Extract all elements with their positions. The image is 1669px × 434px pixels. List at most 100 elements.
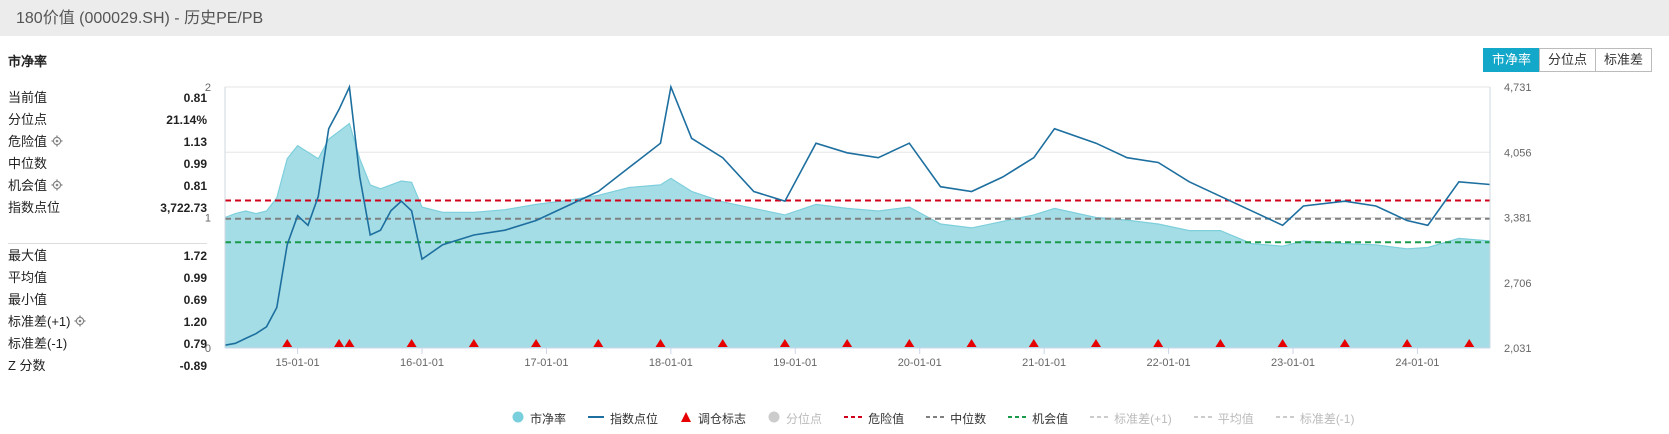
stats-panel-bottom: 最大值 1.72 平均值 0.99 最小值 0.69 标准差(+1) 1.20 标准差(-1) 0… [8, 245, 207, 377]
stat-label-text: 分位点 [8, 112, 48, 127]
legend-item[interactable]: 调仓标志 [680, 410, 746, 427]
x-tick-label: 23-01-01 [1271, 357, 1315, 369]
legend-label: 机会值 [1032, 412, 1069, 426]
legend-dash-icon [1008, 411, 1027, 426]
stat-label-text: 当前值 [8, 90, 48, 105]
legend-item[interactable]: 指数点位 [588, 410, 658, 427]
rebalance-marker [334, 339, 345, 347]
rebalance-marker [1153, 339, 1164, 347]
stat-row: Z 分数 -0.89 [8, 355, 207, 377]
legend-dash-icon [1090, 411, 1109, 426]
stat-value: 0.79 [183, 337, 207, 351]
rebalance-marker [593, 339, 604, 347]
settings-gear-icon[interactable] [74, 312, 86, 327]
stat-value: 1.20 [183, 315, 207, 329]
stat-label-text: 最小值 [8, 292, 48, 307]
rebalance-marker [344, 339, 355, 347]
x-tick-label: 21-01-01 [1022, 357, 1066, 369]
title-bar: 180价值 (000029.SH) - 历史PE/PB [0, 0, 1669, 36]
stat-label: 标准差(-1) [8, 333, 67, 355]
legend-item[interactable]: 机会值 [1008, 410, 1068, 427]
stat-label-text: 平均值 [8, 270, 48, 285]
legend-item[interactable]: 危险值 [844, 410, 904, 427]
rebalance-marker [655, 339, 666, 347]
stat-row: 标准差(-1) 0.79 [8, 333, 207, 355]
view-button-pb[interactable]: 市净率 [1483, 48, 1541, 72]
legend-label: 分位点 [786, 412, 823, 426]
rebalance-marker [1215, 339, 1226, 347]
stat-label: 最小值 [8, 289, 47, 311]
legend-item[interactable]: 中位数 [926, 410, 986, 427]
y-left-tick-label: 0 [205, 343, 211, 355]
legend-triangle-icon [680, 411, 692, 426]
rebalance-marker [904, 339, 915, 347]
x-tick-label: 17-01-01 [524, 357, 568, 369]
y-left-tick-label: 1 [205, 213, 211, 225]
stat-row: 指数点位 3,722.73 [8, 197, 207, 219]
stat-label: 最大值 [8, 245, 47, 267]
legend-dot-icon [768, 411, 780, 426]
stat-value: 3,722.73 [160, 201, 207, 215]
stat-label: 分位点 [8, 109, 47, 131]
stat-value: -0.89 [179, 359, 207, 373]
stat-value: 0.99 [183, 157, 207, 171]
stat-label-text: 标准差(+1) [8, 314, 71, 329]
stat-row: 最小值 0.69 [8, 289, 207, 311]
rebalance-marker [1090, 339, 1101, 347]
y-right-tick-label: 4,731 [1504, 82, 1532, 94]
legend-label: 指数点位 [610, 412, 659, 426]
rebalance-marker [842, 339, 853, 347]
x-tick-label: 16-01-01 [400, 357, 444, 369]
rebalance-marker [717, 339, 728, 347]
legend-item[interactable]: 分位点 [768, 410, 822, 427]
index-line [224, 84, 1491, 346]
stat-label: 机会值 [8, 175, 63, 197]
legend-dash-icon [926, 411, 945, 426]
view-button-stddev[interactable]: 标准差 [1595, 48, 1653, 72]
rebalance-marker [1464, 339, 1475, 347]
stat-row: 平均值 0.99 [8, 267, 207, 289]
panel-title: 市净率 [8, 54, 48, 69]
stat-value: 0.69 [183, 293, 207, 307]
x-tick-label: 19-01-01 [773, 357, 817, 369]
stat-label: Z 分数 [8, 355, 46, 377]
stat-label: 标准差(+1) [8, 311, 86, 333]
legend-line-icon [588, 411, 605, 426]
rebalance-marker [282, 339, 293, 347]
stat-label: 中位数 [8, 153, 47, 175]
view-button-percentile[interactable]: 分位点 [1539, 48, 1597, 72]
y-left-tick-label: 2 [205, 82, 211, 94]
x-tick-label: 20-01-01 [898, 357, 942, 369]
stat-label-text: 中位数 [8, 156, 48, 171]
stat-row: 分位点 21.14% [8, 109, 207, 131]
settings-gear-icon[interactable] [51, 176, 63, 191]
stat-label-text: 危险值 [8, 134, 48, 149]
pb-history-chart: 2,031 2,706 3,381 4,056 4,731 0 1 2 15-01-01 16-0… [205, 82, 1532, 369]
rebalance-marker [531, 339, 542, 347]
stat-label-text: 最大值 [8, 248, 48, 263]
stat-row: 机会值 0.81 [8, 175, 207, 197]
legend-item[interactable]: 标准差(+1) [1090, 410, 1172, 427]
y-right-tick-label: 2,706 [1504, 278, 1532, 290]
stat-value: 21.14% [166, 113, 207, 127]
legend-label: 平均值 [1217, 412, 1254, 426]
x-tick-label: 24-01-01 [1395, 357, 1439, 369]
settings-gear-icon[interactable] [51, 132, 63, 147]
pb-area-outline [224, 122, 1491, 250]
stat-value: 1.72 [183, 249, 207, 263]
legend-item[interactable]: 平均值 [1193, 410, 1254, 427]
stat-label: 平均值 [8, 267, 47, 289]
rebalance-marker [779, 339, 790, 347]
rebalance-marker [1402, 339, 1413, 347]
stat-value: 0.81 [183, 91, 207, 105]
legend-item[interactable]: 标准差(-1) [1275, 410, 1354, 427]
stat-label: 危险值 [8, 131, 63, 153]
rebalance-marker [468, 339, 479, 347]
legend-dash-icon [844, 411, 863, 426]
legend-item[interactable]: 市净率 [512, 410, 566, 427]
legend-label: 中位数 [950, 412, 987, 426]
stat-value: 1.13 [183, 135, 207, 149]
view-toggle-group: 市净率 分位点 标准差 [1483, 48, 1653, 72]
stat-row: 当前值 0.81 [8, 87, 207, 109]
rebalance-marker [406, 339, 417, 347]
